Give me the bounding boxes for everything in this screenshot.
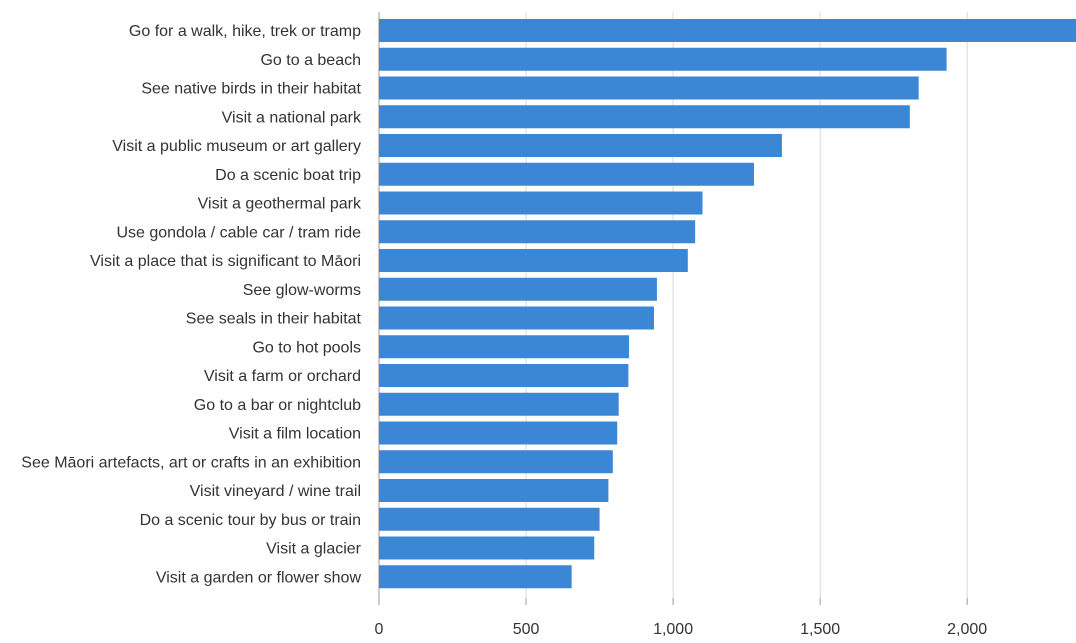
x-tick-label: 1,000 xyxy=(653,621,693,638)
bar xyxy=(379,76,919,100)
category-label: Visit a farm or orchard xyxy=(204,368,361,385)
bar xyxy=(379,47,947,71)
x-tick-label: 0 xyxy=(375,621,384,638)
x-tick-label: 2,000 xyxy=(947,621,987,638)
category-label: Visit a public museum or art gallery xyxy=(112,138,361,155)
category-label: Visit vineyard / wine trail xyxy=(190,483,361,500)
category-label: Visit a garden or flower show xyxy=(156,569,362,586)
bar xyxy=(379,134,782,157)
bars xyxy=(379,19,1076,589)
category-label: Visit a glacier xyxy=(266,541,362,558)
bar xyxy=(379,392,619,416)
category-label: See seals in their habitat xyxy=(186,311,362,328)
bar xyxy=(379,421,618,445)
bar xyxy=(379,364,629,387)
x-tick-label: 1,500 xyxy=(800,621,840,638)
category-label: See glow-worms xyxy=(243,282,361,299)
category-label: Use gondola / cable car / tram ride xyxy=(116,224,361,241)
bar xyxy=(379,565,572,589)
category-label: Go for a walk, hike, trek or tramp xyxy=(129,23,361,40)
bar xyxy=(379,277,657,301)
bar xyxy=(379,536,595,560)
bar xyxy=(379,249,688,272)
category-label: Visit a geothermal park xyxy=(198,196,362,213)
bar xyxy=(379,306,654,330)
bar xyxy=(379,105,910,129)
category-label: See native birds in their habitat xyxy=(141,81,361,98)
bar xyxy=(379,162,754,186)
x-axis-ticks: 0 500 1,000 1,500 2,000 xyxy=(375,598,987,638)
category-label: Do a scenic boat trip xyxy=(215,167,361,184)
category-label: Go to a beach xyxy=(260,52,361,69)
category-label: See Māori artefacts, art or crafts in an… xyxy=(21,454,361,471)
category-labels: Go for a walk, hike, trek or tramp Go to … xyxy=(21,23,362,586)
category-label: Go to hot pools xyxy=(252,339,361,356)
bar xyxy=(379,19,1076,42)
category-label: Visit a film location xyxy=(229,426,361,443)
category-label: Do a scenic tour by bus or train xyxy=(140,512,361,529)
bar xyxy=(379,191,703,215)
category-label: Go to a bar or nightclub xyxy=(194,397,361,414)
bar xyxy=(379,479,609,502)
category-label: Visit a place that is significant to Māo… xyxy=(90,253,361,270)
x-tick-label: 500 xyxy=(513,621,540,638)
category-label: Visit a national park xyxy=(222,109,362,126)
bar xyxy=(379,335,629,359)
bar xyxy=(379,507,600,531)
bar xyxy=(379,220,696,244)
bar xyxy=(379,450,613,474)
